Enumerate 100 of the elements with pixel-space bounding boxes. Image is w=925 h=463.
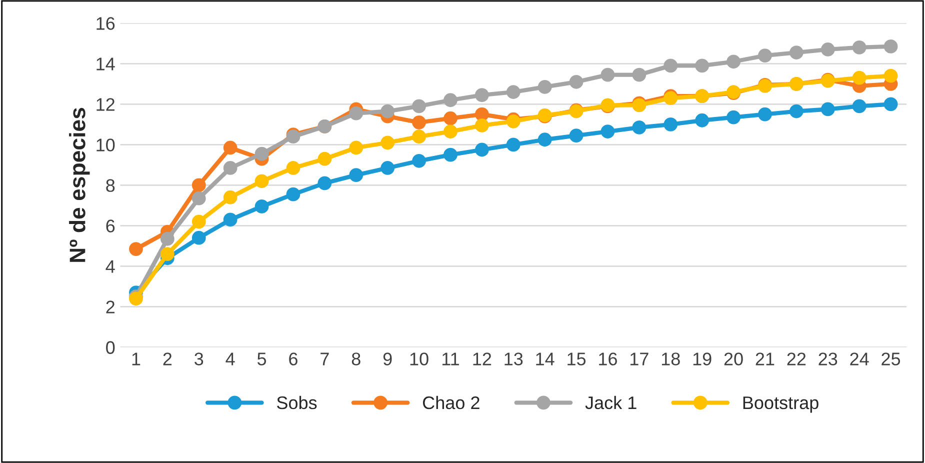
x-tick-label: 20	[724, 352, 743, 366]
x-tick-label: 11	[442, 352, 459, 366]
x-tick-label: 16	[599, 352, 617, 366]
y-tick-label: 6	[106, 220, 115, 232]
point	[444, 111, 458, 126]
point	[884, 68, 898, 83]
point	[695, 113, 710, 128]
point	[600, 124, 615, 138]
point	[192, 191, 206, 206]
point	[664, 58, 678, 73]
x-tick-label: 18	[662, 352, 680, 366]
point	[223, 140, 238, 155]
y-tick-label: 2	[106, 300, 114, 314]
point	[474, 118, 489, 132]
x-tick-label: 25	[882, 352, 900, 366]
y-tick-label: 0	[106, 341, 115, 354]
point	[160, 232, 174, 246]
point	[474, 107, 489, 122]
point	[349, 168, 364, 182]
legend-label: Chao 2	[422, 396, 480, 410]
x-tick-label: 2	[163, 352, 172, 366]
point	[192, 230, 206, 245]
point	[569, 128, 584, 143]
y-tick-label: 10	[96, 138, 115, 152]
point	[349, 106, 364, 120]
legend-label: Jack 1	[585, 396, 636, 410]
y-tick-label: 16	[96, 17, 115, 30]
point	[538, 80, 552, 94]
point	[664, 117, 678, 132]
point	[318, 152, 332, 166]
point	[820, 42, 835, 56]
point	[789, 46, 804, 60]
point	[192, 214, 206, 229]
y-tick-label: 12	[96, 98, 114, 111]
point	[380, 136, 395, 150]
x-tick-label: 9	[383, 352, 392, 366]
point	[223, 190, 238, 204]
x-tick-label: 21	[756, 352, 774, 366]
y-tick-label: 8	[106, 179, 115, 192]
point	[884, 97, 898, 112]
x-tick-label: 7	[320, 352, 329, 366]
point	[254, 200, 269, 214]
point	[569, 74, 584, 89]
point	[444, 93, 458, 108]
point	[820, 102, 835, 116]
point	[506, 138, 520, 152]
point	[286, 161, 300, 175]
point	[758, 107, 772, 122]
point	[444, 148, 458, 162]
point	[286, 130, 300, 144]
point	[380, 104, 395, 118]
y-tick-label: 4	[106, 260, 115, 273]
point	[632, 120, 646, 134]
x-tick-label: 19	[693, 352, 712, 366]
point	[286, 187, 300, 202]
point	[474, 142, 489, 157]
point	[254, 174, 269, 188]
point	[726, 54, 740, 69]
point	[223, 161, 238, 175]
point	[412, 130, 426, 144]
y-axis-title: Nº de especies	[69, 108, 90, 262]
point	[632, 68, 646, 82]
x-tick-label: 1	[132, 352, 140, 366]
point	[506, 85, 520, 99]
x-tick-label: 4	[226, 352, 235, 366]
x-tick-label: 13	[504, 352, 523, 366]
point	[380, 161, 395, 175]
x-tick-label: 24	[850, 352, 869, 366]
x-tick-label: 23	[818, 352, 838, 366]
point	[695, 58, 710, 73]
point	[758, 48, 772, 63]
point	[538, 132, 552, 147]
point	[852, 70, 866, 85]
point	[412, 115, 426, 130]
legend-label: Bootstrap	[743, 396, 818, 413]
point	[318, 176, 332, 190]
point	[444, 124, 458, 138]
legend-label: Sobs	[277, 396, 317, 410]
point	[412, 154, 426, 168]
point	[412, 99, 426, 114]
point	[726, 110, 740, 124]
point	[254, 146, 269, 161]
y-tick-label: 14	[96, 58, 115, 70]
point	[789, 104, 804, 118]
x-tick-label: 10	[410, 352, 428, 366]
point	[884, 40, 898, 54]
x-tick-label: 8	[352, 352, 360, 366]
x-tick-label: 17	[630, 352, 648, 366]
point	[474, 88, 489, 102]
point	[160, 247, 174, 262]
point	[192, 178, 206, 192]
point	[852, 99, 866, 114]
x-tick-label: 22	[787, 352, 806, 366]
x-tick-label: 3	[194, 352, 204, 366]
x-tick-label: 12	[473, 352, 492, 366]
point	[852, 40, 866, 54]
point	[129, 242, 143, 256]
x-tick-label: 15	[568, 352, 586, 366]
x-tick-label: 5	[257, 352, 266, 366]
point	[223, 212, 238, 227]
